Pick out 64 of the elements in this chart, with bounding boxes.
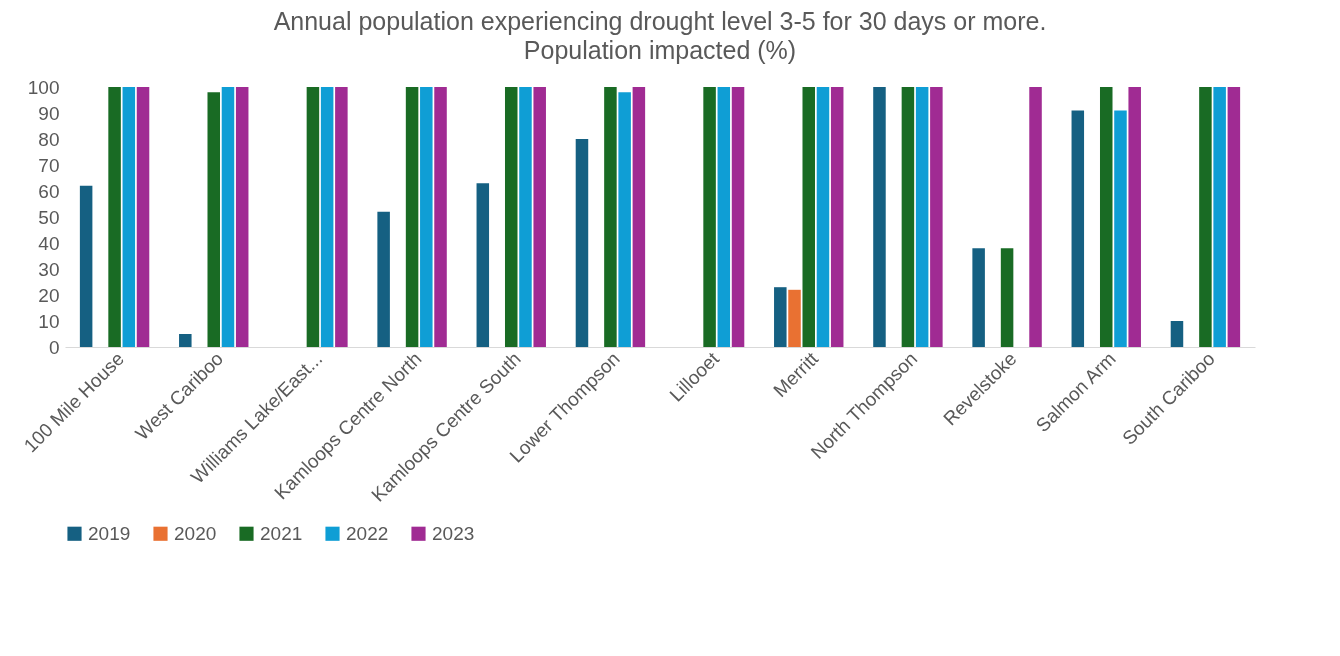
bar xyxy=(405,87,419,347)
bar xyxy=(575,139,589,347)
bar xyxy=(136,87,150,347)
bar xyxy=(434,87,447,347)
bar xyxy=(703,87,716,347)
bar xyxy=(618,92,631,347)
bar xyxy=(1000,248,1014,347)
chart-subtitle: Population impacted (%) xyxy=(523,36,797,64)
bar xyxy=(179,334,192,347)
bar xyxy=(1128,87,1141,347)
bar xyxy=(1029,87,1042,347)
y-tick-label: 30 xyxy=(38,258,60,280)
y-tick-label: 80 xyxy=(38,128,60,150)
y-tick-label: 20 xyxy=(38,284,60,306)
bar xyxy=(79,185,93,347)
chart-title: Annual population experiencing drought level 3-5 for 30 days or more. xyxy=(273,7,1047,35)
bar xyxy=(519,87,532,347)
bar xyxy=(235,87,249,347)
bar xyxy=(221,87,235,347)
bar xyxy=(717,87,731,347)
bar xyxy=(377,211,390,347)
y-tick-label: 50 xyxy=(38,206,60,228)
bar xyxy=(788,289,801,347)
y-tick-label: 10 xyxy=(38,310,60,332)
bar xyxy=(1199,87,1212,347)
bar xyxy=(972,248,985,347)
bar xyxy=(802,87,816,347)
y-tick-label: 70 xyxy=(38,154,60,176)
bar xyxy=(1071,110,1085,347)
bar xyxy=(533,87,546,347)
bar xyxy=(1213,87,1226,347)
y-tick-label: 0 xyxy=(48,336,60,358)
bar xyxy=(1114,110,1127,347)
bar xyxy=(604,87,617,347)
bar xyxy=(1099,87,1113,347)
bar xyxy=(335,87,348,347)
y-tick-label: 90 xyxy=(38,102,60,124)
bar xyxy=(122,87,136,347)
y-tick-label: 40 xyxy=(38,232,60,254)
legend-label: 2021 xyxy=(260,522,303,544)
bar xyxy=(930,87,943,347)
bar xyxy=(207,92,221,347)
y-tick-label: 100 xyxy=(27,76,60,98)
bar xyxy=(1227,87,1241,347)
legend-label: 2023 xyxy=(432,522,475,544)
bar xyxy=(420,87,433,347)
bar xyxy=(320,87,334,347)
bar xyxy=(476,183,490,347)
bar xyxy=(915,87,929,347)
bar xyxy=(306,87,320,347)
y-tick-label: 60 xyxy=(38,180,60,202)
bar xyxy=(901,87,915,347)
bar xyxy=(873,87,886,347)
legend-label: 2019 xyxy=(88,522,131,544)
bar xyxy=(830,87,844,347)
bar xyxy=(731,87,745,347)
bar xyxy=(816,87,830,347)
bar xyxy=(774,287,787,347)
bar xyxy=(1170,321,1184,347)
legend-label: 2022 xyxy=(346,522,389,544)
bar xyxy=(632,87,646,347)
legend-label: 2020 xyxy=(174,522,217,544)
bar xyxy=(108,87,121,347)
bar xyxy=(504,87,518,347)
